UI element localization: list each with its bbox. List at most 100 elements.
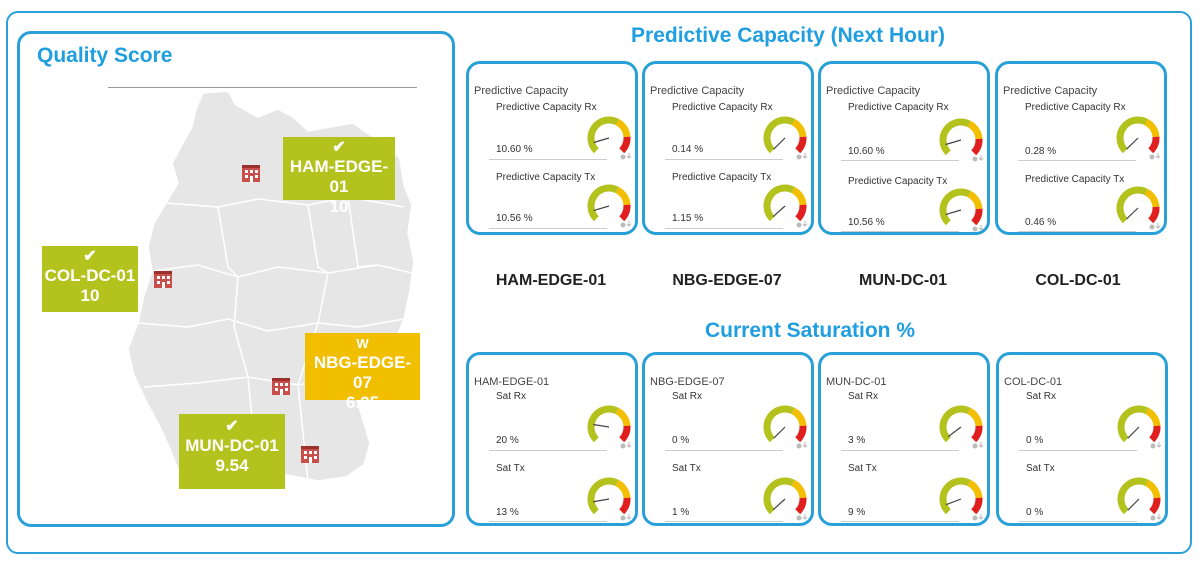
gear-icon[interactable] [620, 515, 626, 521]
metric-value: 20 % [496, 435, 519, 446]
gauge-band-yellow [791, 186, 807, 206]
gear-icon[interactable] [796, 443, 802, 449]
download-icon[interactable] [978, 442, 984, 448]
site-box-ham-edge-01[interactable]: ✔ HAM-EDGE-01 10 [283, 137, 395, 216]
quality-score-title: Quality Score [37, 44, 173, 67]
metric-label: Sat Tx [1026, 463, 1055, 474]
divider [665, 521, 783, 522]
predictive-card: Predictive Capacity Predictive Capacity … [995, 61, 1167, 235]
predictive-card: Predictive Capacity Predictive Capacity … [642, 61, 814, 235]
building-icon[interactable] [299, 442, 321, 464]
gear-icon[interactable] [620, 222, 626, 228]
gauge-band-yellow [615, 407, 631, 427]
gauge-band-red [619, 497, 631, 515]
gear-icon[interactable] [972, 156, 978, 162]
gauge-band-red [795, 497, 807, 515]
metric-rx: Sat Rx 3 % [821, 385, 987, 455]
gauge-band-green [939, 477, 971, 515]
download-icon[interactable] [1155, 223, 1161, 229]
gauge-band-red [971, 497, 983, 515]
metric-tx: Predictive Capacity Tx 1.15 % [645, 164, 811, 234]
site-name: HAM-EDGE-01 [289, 157, 389, 196]
download-icon[interactable] [978, 225, 984, 231]
divider [489, 159, 607, 160]
site-box-mun-dc-01[interactable]: ✔ MUN-DC-01 9.54 [179, 414, 285, 489]
building-icon[interactable] [270, 374, 292, 396]
divider [1019, 521, 1137, 522]
gauge-band-green [763, 477, 795, 515]
download-icon[interactable] [626, 221, 632, 227]
gauge [587, 184, 632, 228]
gear-icon[interactable] [972, 443, 978, 449]
gear-icon[interactable] [1149, 224, 1155, 230]
gauge-band-green [587, 184, 619, 222]
gear-icon[interactable] [1150, 443, 1156, 449]
metric-rx: Predictive Capacity Rx 0.14 % [645, 94, 811, 164]
download-icon[interactable] [1156, 514, 1162, 520]
site-label: NBG-EDGE-07 [672, 272, 782, 289]
metric-rx: Predictive Capacity Rx 10.60 % [469, 94, 635, 164]
gear-icon[interactable] [1150, 515, 1156, 521]
download-icon[interactable] [1155, 153, 1161, 159]
gauge-band-yellow [791, 118, 807, 138]
gauge [763, 477, 808, 521]
gauge-needle [1126, 137, 1139, 150]
divider [841, 231, 959, 232]
metric-tx: Sat Tx 0 % [999, 455, 1165, 525]
building-icon[interactable] [152, 267, 174, 289]
site-box-col-dc-01[interactable]: ✔ COL-DC-01 10 [42, 246, 138, 312]
gear-icon[interactable] [620, 154, 626, 160]
gauge [763, 184, 808, 228]
gauge-band-yellow [615, 479, 631, 499]
metric-label: Sat Tx [672, 463, 701, 474]
gauge [763, 116, 808, 160]
gauge-band-green [763, 405, 795, 443]
download-icon[interactable] [978, 155, 984, 161]
download-icon[interactable] [626, 153, 632, 159]
gear-icon[interactable] [1149, 154, 1155, 160]
metric-label: Sat Tx [496, 463, 525, 474]
saturation-card: NBG-EDGE-07 Sat Rx 0 % Sat Tx 1 % [642, 352, 814, 526]
gauge-band-green [587, 405, 619, 443]
download-icon[interactable] [626, 442, 632, 448]
site-label: COL-DC-01 [1035, 272, 1121, 289]
gear-icon[interactable] [796, 222, 802, 228]
gauge-band-yellow [967, 479, 983, 499]
download-icon[interactable] [802, 221, 808, 227]
gear-icon[interactable] [972, 226, 978, 232]
gauge [587, 116, 632, 160]
building-icon[interactable] [240, 161, 262, 183]
predictive-card: Predictive Capacity Predictive Capacity … [818, 61, 990, 235]
download-icon[interactable] [1156, 442, 1162, 448]
metric-label: Predictive Capacity Rx [1025, 102, 1126, 113]
download-icon[interactable] [626, 514, 632, 520]
gauge-band-yellow [967, 407, 983, 427]
metric-value: 3 % [848, 435, 866, 446]
metric-label: Predictive Capacity Rx [848, 102, 949, 113]
gauge-band-red [971, 208, 983, 226]
gauge-band-yellow [791, 479, 807, 499]
divider [841, 450, 959, 451]
download-icon[interactable] [802, 153, 808, 159]
gauge-band-yellow [1145, 479, 1161, 499]
metric-rx: Sat Rx 0 % [645, 385, 811, 455]
gear-icon[interactable] [796, 515, 802, 521]
check-icon: ✔ [225, 418, 239, 435]
site-score: 6.25 [345, 393, 380, 412]
gauge [939, 188, 984, 232]
gauge-band-yellow [967, 190, 983, 210]
download-icon[interactable] [802, 442, 808, 448]
site-box-nbg-edge-07[interactable]: W NBG-EDGE-07 6.25 [305, 333, 420, 412]
card-title: Predictive Capacity [474, 85, 569, 97]
gauge-band-red [795, 136, 807, 154]
metric-label: Predictive Capacity Rx [496, 102, 597, 113]
download-icon[interactable] [978, 514, 984, 520]
gear-icon[interactable] [796, 154, 802, 160]
predictive-capacity-title: Predictive Capacity (Next Hour) [631, 24, 945, 47]
gauge-band-yellow [615, 186, 631, 206]
gear-icon[interactable] [972, 515, 978, 521]
divider [489, 228, 607, 229]
gauge-needle [1127, 498, 1140, 511]
gear-icon[interactable] [620, 443, 626, 449]
download-icon[interactable] [802, 514, 808, 520]
